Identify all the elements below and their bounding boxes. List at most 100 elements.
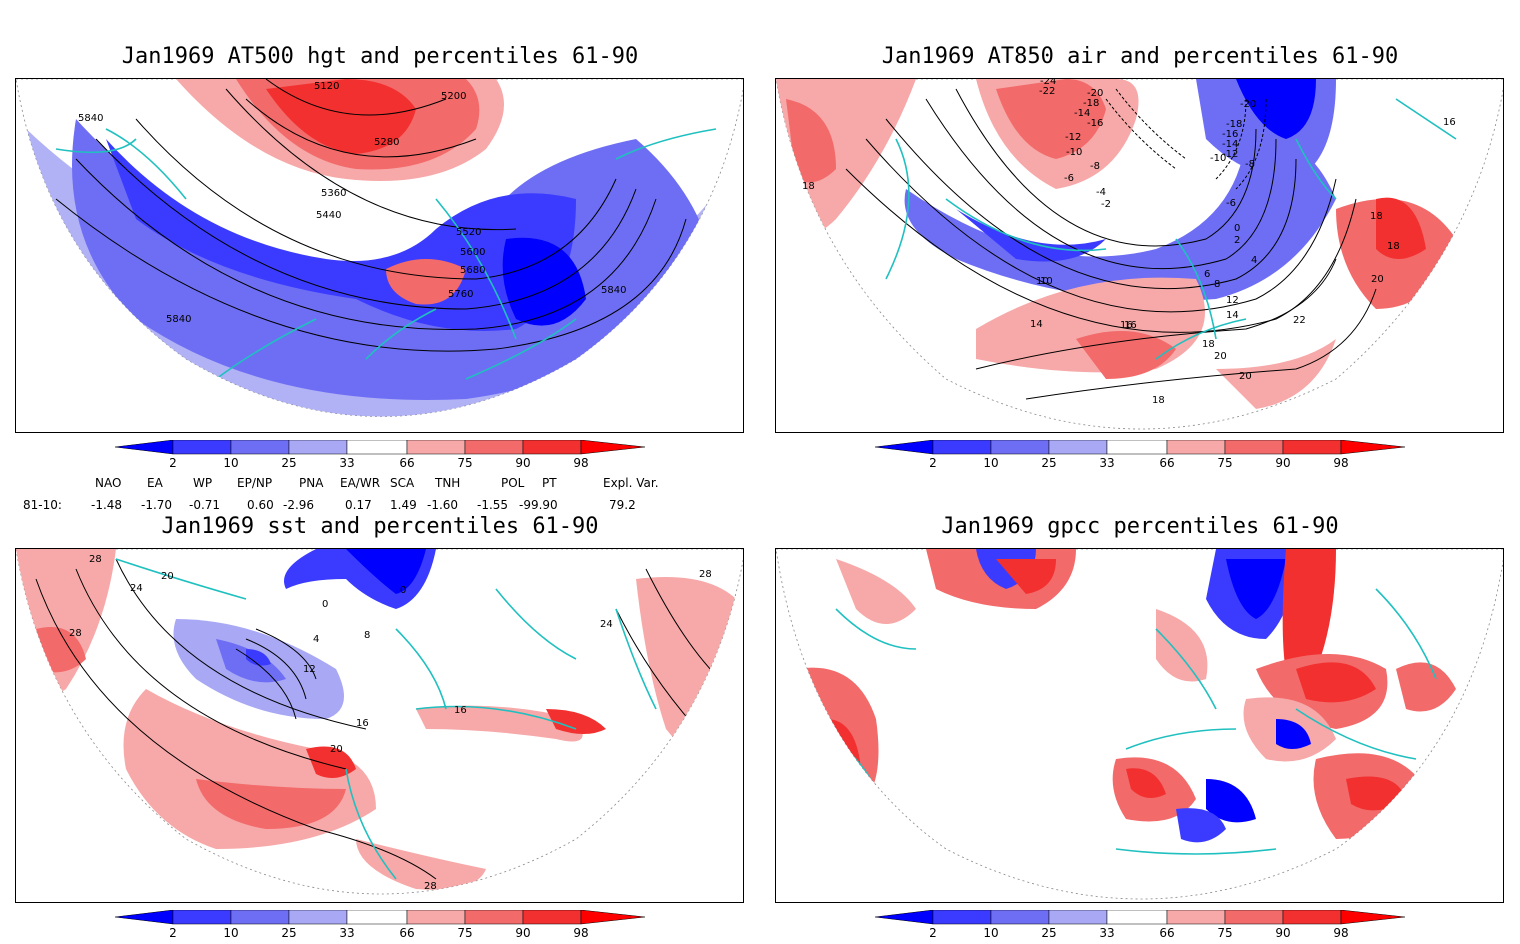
colorbar-segment bbox=[580, 909, 646, 925]
colorbar-tick-label: 25 bbox=[281, 926, 296, 940]
colorbar-tick-label: 33 bbox=[1099, 456, 1114, 470]
colorbar-segment bbox=[172, 439, 232, 455]
contour-label: -14 bbox=[1074, 108, 1090, 119]
contour-label: 5280 bbox=[374, 137, 399, 148]
colorbar-segment bbox=[1048, 439, 1108, 455]
index-value: -2.96 bbox=[283, 498, 315, 512]
colorbar-segment bbox=[464, 909, 524, 925]
colorbar-segment bbox=[1166, 909, 1226, 925]
index-header: PT bbox=[542, 476, 557, 490]
contour-label: 12 bbox=[1226, 295, 1239, 306]
colorbar-segment bbox=[990, 909, 1050, 925]
index-value: -1.48 bbox=[91, 498, 123, 512]
panel-title-at850: Jan1969 AT850 air and percentiles 61-90 bbox=[881, 44, 1399, 69]
contour-label: 5840 bbox=[166, 314, 191, 325]
contour-label: -6 bbox=[1064, 173, 1074, 184]
index-header: SCA bbox=[390, 476, 415, 490]
colorbar-segment bbox=[346, 909, 408, 925]
index-header: Expl. Var. bbox=[603, 476, 659, 490]
contour-label: 5200 bbox=[441, 91, 466, 102]
contour-label: 4 bbox=[1251, 255, 1257, 266]
index-value: 1.49 bbox=[390, 498, 417, 512]
colorbar-tick-label: 66 bbox=[399, 926, 414, 940]
colorbar-tick-label: 2 bbox=[929, 926, 937, 940]
contour-label: 16 bbox=[1120, 320, 1133, 331]
colorbar-tick-label: 10 bbox=[223, 926, 238, 940]
contour-label: 5520 bbox=[456, 227, 481, 238]
colorbar-tick-label: 25 bbox=[281, 456, 296, 470]
colorbar-tick-label: 25 bbox=[1041, 926, 1056, 940]
colorbar-tick-label: 66 bbox=[1159, 926, 1174, 940]
contour-label: 0 bbox=[322, 599, 328, 610]
contour-label: -12 bbox=[1065, 132, 1081, 143]
contour-label: 18 bbox=[1370, 211, 1383, 222]
index-value: -99.90 bbox=[519, 498, 558, 512]
colorbar-tick-label: 98 bbox=[573, 926, 588, 940]
panel-title-gpcc: Jan1969 gpcc percentiles 61-90 bbox=[941, 514, 1339, 539]
contour-label: 5680 bbox=[460, 265, 485, 276]
colorbar-tick-label: 2 bbox=[929, 456, 937, 470]
contour-label: -14 bbox=[1222, 139, 1238, 150]
contour-label: -6 bbox=[1226, 198, 1236, 209]
index-header: POL bbox=[501, 476, 525, 490]
colorbar-segment bbox=[288, 439, 348, 455]
contour-label: 16 bbox=[1443, 117, 1456, 128]
contour-label: 6 bbox=[1204, 269, 1210, 280]
colorbar-tick-label: 25 bbox=[1041, 456, 1056, 470]
contour-label: -2 bbox=[1101, 199, 1111, 210]
contour-label: 16 bbox=[454, 705, 467, 716]
index-row-label: 81-10: bbox=[23, 498, 62, 512]
index-header: NAO bbox=[95, 476, 122, 490]
panel-title-sst: Jan1969 sst and percentiles 61-90 bbox=[161, 514, 599, 539]
colorbar-tick-label: 75 bbox=[1217, 926, 1232, 940]
map-at850-air: -24 -22 -20 -18 -16 -14 -12 -10 -8 -6 -4… bbox=[775, 78, 1504, 433]
contour-label: -8 bbox=[1090, 161, 1100, 172]
contour-label: 28 bbox=[699, 569, 712, 580]
colorbar-segment bbox=[464, 439, 524, 455]
colorbar-top-left: 2 10 25 33 66 75 90 98 bbox=[114, 439, 646, 470]
index-header: EA bbox=[147, 476, 163, 490]
contour-label: 20 bbox=[330, 744, 343, 755]
map-gpcc-svg bbox=[776, 549, 1503, 900]
contour-label: 0 bbox=[400, 585, 406, 596]
colorbar-segment bbox=[580, 439, 646, 455]
colorbar-segment bbox=[522, 439, 582, 455]
contour-label: -20 bbox=[1087, 88, 1103, 99]
colorbar-segment bbox=[114, 439, 174, 455]
map-at500-svg: 5120 5200 5280 5360 5440 5520 5600 5680 … bbox=[16, 79, 743, 417]
contour-label: 8 bbox=[364, 630, 370, 641]
contour-label: -18 bbox=[1083, 98, 1099, 109]
colorbar-top-right: 2 10 25 33 66 75 90 98 bbox=[874, 439, 1406, 470]
colorbar-bottom-right: 2 10 25 33 66 75 90 98 bbox=[874, 909, 1406, 940]
contour-label: 14 bbox=[1226, 310, 1239, 321]
colorbar-segment bbox=[406, 439, 466, 455]
contour-label: 24 bbox=[600, 619, 613, 630]
colorbar-tick-label: 90 bbox=[1275, 456, 1290, 470]
colorbar-segment bbox=[1340, 439, 1406, 455]
index-header: TNH bbox=[435, 476, 461, 490]
index-value: 0.60 bbox=[247, 498, 274, 512]
contour-label: 18 bbox=[1202, 339, 1215, 350]
contour-label: 18 bbox=[1152, 395, 1165, 406]
contour-label: 20 bbox=[1371, 274, 1384, 285]
contour-label: 18 bbox=[802, 181, 815, 192]
contour-label: 4 bbox=[313, 634, 319, 645]
colorbar-segment bbox=[1166, 439, 1226, 455]
contour-label: 28 bbox=[424, 881, 437, 892]
colorbar-tick-label: 98 bbox=[1333, 456, 1348, 470]
contour-label: -4 bbox=[1096, 187, 1106, 198]
contour-label: 22 bbox=[1293, 315, 1306, 326]
colorbar-tick-label: 75 bbox=[457, 456, 472, 470]
colorbar-tick-label: 75 bbox=[457, 926, 472, 940]
contour-label: -12 bbox=[1222, 149, 1238, 160]
colorbar-tick-label: 10 bbox=[983, 456, 998, 470]
contour-label: 5600 bbox=[460, 247, 485, 258]
colorbar-tick-label: 10 bbox=[223, 456, 238, 470]
contour-label: 8 bbox=[1214, 279, 1220, 290]
colorbar-segment bbox=[874, 439, 934, 455]
index-value: -1.60 bbox=[427, 498, 459, 512]
panel-title-at500: Jan1969 AT500 hgt and percentiles 61-90 bbox=[121, 44, 639, 69]
colorbar-tick-label: 90 bbox=[515, 926, 530, 940]
colorbar-tick-label: 98 bbox=[573, 456, 588, 470]
contour-label: -16 bbox=[1087, 118, 1103, 129]
